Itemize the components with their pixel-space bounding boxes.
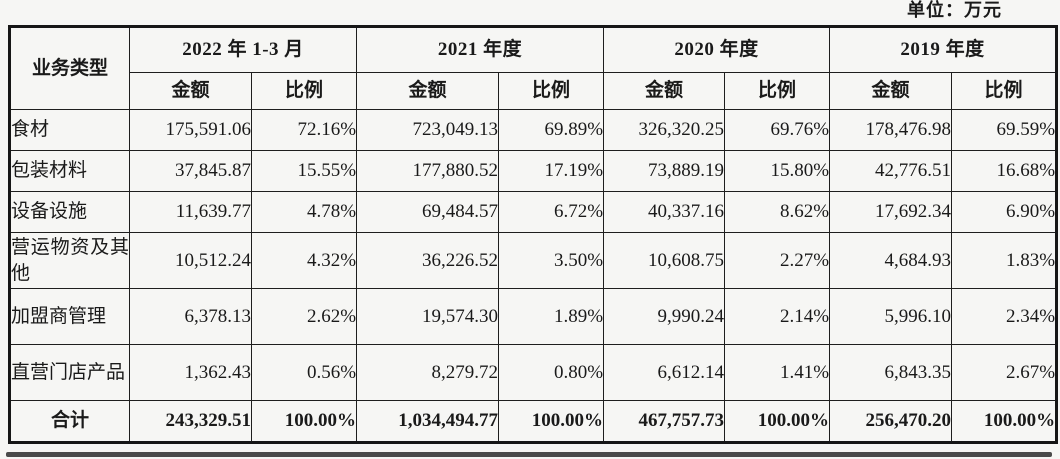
- ratio-cell: 0.56%: [250, 344, 358, 401]
- amount-header: 金额: [603, 72, 726, 110]
- ratio-header: 比例: [498, 72, 605, 110]
- ratio-header: 比例: [250, 72, 358, 110]
- amount-cell: 8,279.72: [356, 344, 500, 401]
- amount-cell: 19,574.30: [356, 288, 500, 345]
- total-row: 合计 243,329.51 100.00% 1,034,494.77 100.0…: [9, 400, 1058, 443]
- period-header-2019: 2019 年度: [829, 26, 1058, 73]
- revenue-breakdown-table: 业务类型 2022 年 1-3 月 2021 年度 2020 年度 2019 年…: [8, 25, 1059, 444]
- total-label: 合计: [9, 400, 130, 443]
- table-row: 加盟商管理 6,378.13 2.62% 19,574.30 1.89% 9,9…: [9, 288, 1058, 345]
- amount-cell: 4,684.93: [829, 232, 953, 289]
- period-header-2020: 2020 年度: [603, 26, 831, 73]
- ratio-cell: 69.89%: [498, 109, 605, 151]
- amount-cell: 17,692.34: [829, 191, 953, 233]
- amount-cell: 326,320.25: [603, 109, 726, 151]
- table-row: 营运物资及其他 10,512.24 4.32% 36,226.52 3.50% …: [9, 232, 1058, 289]
- ratio-cell: 6.90%: [951, 191, 1058, 233]
- amount-cell: 723,049.13: [356, 109, 500, 151]
- unit-label: 单位：万元: [907, 0, 1002, 20]
- amount-cell: 11,639.77: [129, 191, 252, 233]
- amount-cell: 1,362.43: [129, 344, 252, 401]
- ratio-cell: 8.62%: [724, 191, 831, 233]
- amount-cell: 10,608.75: [603, 232, 726, 289]
- row-label: 食材: [9, 109, 130, 151]
- amount-cell: 10,512.24: [129, 232, 252, 289]
- amount-cell: 37,845.87: [129, 150, 252, 192]
- ratio-cell: 2.27%: [724, 232, 831, 289]
- table-row: 包装材料 37,845.87 15.55% 177,880.52 17.19% …: [9, 150, 1058, 192]
- total-ratio-cell: 100.00%: [250, 400, 358, 443]
- ratio-cell: 2.14%: [724, 288, 831, 345]
- row-label: 包装材料: [9, 150, 130, 192]
- row-label: 直营门店产品: [9, 344, 130, 401]
- row-label: 加盟商管理: [9, 288, 130, 345]
- ratio-cell: 72.16%: [250, 109, 358, 151]
- corner-header: 业务类型: [9, 26, 130, 110]
- ratio-cell: 4.32%: [250, 232, 358, 289]
- ratio-cell: 3.50%: [498, 232, 605, 289]
- amount-cell: 36,226.52: [356, 232, 500, 289]
- header-row-metrics: 金额 比例 金额 比例 金额 比例 金额 比例: [10, 72, 1058, 110]
- row-label: 设备设施: [9, 191, 130, 233]
- amount-cell: 6,612.14: [603, 344, 726, 401]
- ratio-cell: 15.55%: [250, 150, 358, 192]
- table-row: 直营门店产品 1,362.43 0.56% 8,279.72 0.80% 6,6…: [9, 344, 1058, 401]
- amount-cell: 73,889.19: [603, 150, 726, 192]
- amount-cell: 6,378.13: [129, 288, 252, 345]
- total-ratio-cell: 100.00%: [951, 400, 1058, 443]
- ratio-cell: 1.89%: [498, 288, 605, 345]
- total-amount-cell: 467,757.73: [603, 400, 726, 443]
- total-amount-cell: 256,470.20: [829, 400, 953, 443]
- period-header-2021: 2021 年度: [356, 26, 605, 73]
- total-ratio-cell: 100.00%: [498, 400, 605, 443]
- amount-cell: 178,476.98: [829, 109, 953, 151]
- header-row-periods: 业务类型 2022 年 1-3 月 2021 年度 2020 年度 2019 年…: [9, 26, 1058, 110]
- amount-cell: 5,996.10: [829, 288, 953, 345]
- ratio-cell: 16.68%: [951, 150, 1058, 192]
- amount-cell: 40,337.16: [603, 191, 726, 233]
- ratio-cell: 2.62%: [250, 288, 358, 345]
- ratio-cell: 15.80%: [724, 150, 831, 192]
- bottom-rule-divider: [6, 452, 1052, 457]
- ratio-cell: 6.72%: [498, 191, 605, 233]
- ratio-cell: 0.80%: [498, 344, 605, 401]
- amount-cell: 175,591.06: [129, 109, 252, 151]
- amount-header: 金额: [129, 72, 252, 110]
- table-row: 设备设施 11,639.77 4.78% 69,484.57 6.72% 40,…: [9, 191, 1058, 233]
- amount-cell: 9,990.24: [603, 288, 726, 345]
- ratio-cell: 1.83%: [951, 232, 1058, 289]
- ratio-cell: 2.67%: [951, 344, 1058, 401]
- amount-cell: 6,843.35: [829, 344, 953, 401]
- amount-header: 金额: [356, 72, 500, 110]
- row-label: 营运物资及其他: [9, 232, 130, 289]
- amount-header: 金额: [829, 72, 953, 110]
- total-amount-cell: 243,329.51: [129, 400, 252, 443]
- total-amount-cell: 1,034,494.77: [356, 400, 500, 443]
- amount-cell: 177,880.52: [356, 150, 500, 192]
- ratio-cell: 2.34%: [951, 288, 1058, 345]
- amount-cell: 42,776.51: [829, 150, 953, 192]
- ratio-cell: 1.41%: [724, 344, 831, 401]
- ratio-header: 比例: [951, 72, 1058, 110]
- total-ratio-cell: 100.00%: [724, 400, 831, 443]
- ratio-cell: 69.59%: [951, 109, 1058, 151]
- table-row: 食材 175,591.06 72.16% 723,049.13 69.89% 3…: [9, 109, 1058, 151]
- period-header-2022: 2022 年 1-3 月: [128, 26, 358, 73]
- ratio-cell: 17.19%: [498, 150, 605, 192]
- ratio-cell: 69.76%: [724, 109, 831, 151]
- amount-cell: 69,484.57: [356, 191, 500, 233]
- ratio-cell: 4.78%: [250, 191, 358, 233]
- ratio-header: 比例: [724, 72, 831, 110]
